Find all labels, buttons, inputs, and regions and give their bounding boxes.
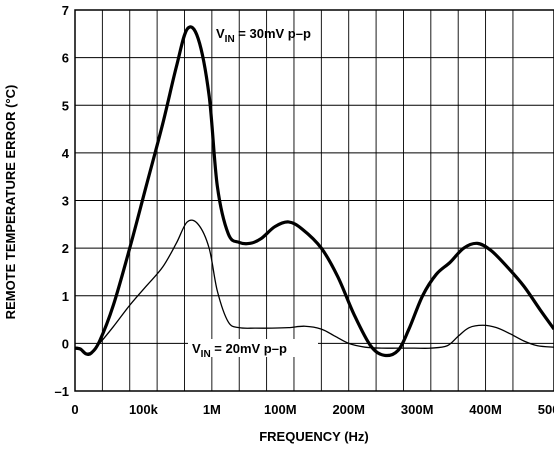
y-tick-label: 6 <box>62 51 69 66</box>
x-tick-label: 300M <box>401 402 434 417</box>
x-tick-label: 500M <box>538 402 554 417</box>
grid-lines <box>74 9 554 392</box>
x-tick-labels: 0 100k 1M 100M 200M 300M 400M 500M <box>71 402 554 417</box>
series-label-20mv-bg <box>188 339 318 357</box>
x-tick-label: 0 <box>71 402 78 417</box>
y-tick-label: 4 <box>62 146 70 161</box>
y-axis-label: REMOTE TEMPERATURE ERROR (°C) <box>3 85 18 320</box>
y-tick-label: 5 <box>62 98 69 113</box>
y-tick-label: 1 <box>62 289 69 304</box>
x-tick-label: 100k <box>129 402 159 417</box>
y-tick-label: 0 <box>62 336 69 351</box>
series-line-30mv <box>74 25 554 358</box>
x-tick-label: 200M <box>332 402 365 417</box>
y-tick-labels: –1 0 1 2 3 4 5 6 7 <box>55 3 70 399</box>
plot-frame <box>74 9 554 392</box>
x-tick-label: 1M <box>203 402 221 417</box>
series-label-20mv: VIN = 20mV p–p <box>192 341 287 360</box>
series-lines <box>74 25 554 358</box>
x-axis-label: FREQUENCY (Hz) <box>259 429 369 444</box>
x-tick-label: 100M <box>264 402 297 417</box>
y-tick-label: –1 <box>55 384 69 399</box>
series-label-30mv: VIN = 30mV p–p <box>216 26 311 45</box>
y-tick-label: 3 <box>62 194 69 209</box>
x-tick-label: 400M <box>469 402 502 417</box>
y-tick-label: 2 <box>62 241 69 256</box>
series-line-20mv <box>74 219 554 354</box>
y-tick-label: 7 <box>62 3 69 18</box>
